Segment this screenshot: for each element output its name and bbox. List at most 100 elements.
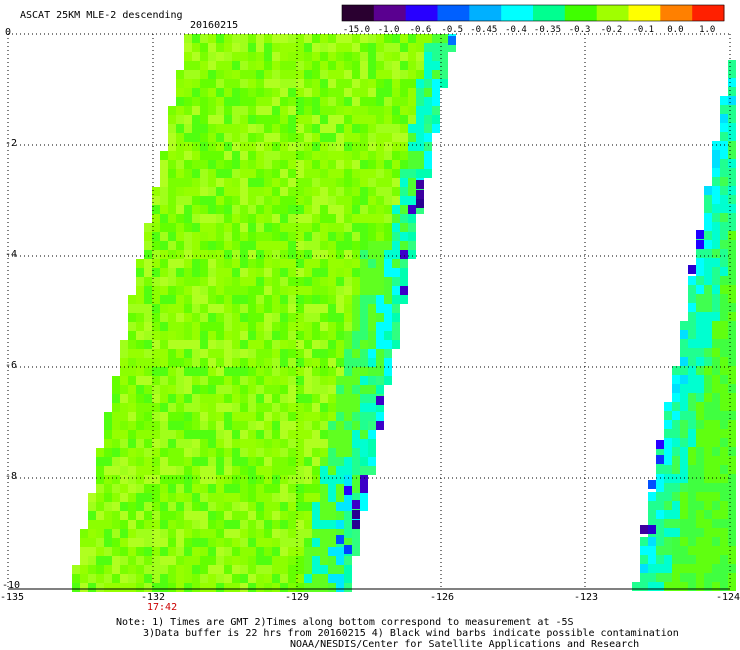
- swath-cell: [448, 43, 456, 52]
- swath-cell: [360, 232, 368, 241]
- swath-cell: [728, 393, 736, 402]
- colorbar-segment: [342, 5, 375, 21]
- swath-cell: [328, 583, 336, 592]
- swath-cell: [192, 547, 200, 556]
- swath-cell: [704, 447, 712, 456]
- colorbar-segment: [501, 5, 534, 21]
- swath-cell: [728, 456, 736, 465]
- swath-cell: [288, 376, 296, 385]
- swath-cell: [360, 259, 368, 268]
- swath-cell: [344, 268, 352, 277]
- swath-cell: [272, 394, 280, 403]
- swath-cell: [152, 286, 160, 295]
- swath-cell: [376, 349, 384, 358]
- swath-cell: [232, 88, 240, 97]
- swath-cell: [264, 493, 272, 502]
- swath-cell: [200, 250, 208, 259]
- swath-cell: [336, 241, 344, 250]
- swath-cell: [288, 502, 296, 511]
- swath-cell: [168, 502, 176, 511]
- swath-cell: [656, 582, 664, 591]
- swath-cell: [696, 375, 704, 384]
- swath-cell: [216, 358, 224, 367]
- swath-cell: [120, 520, 128, 529]
- swath-cell: [712, 537, 720, 546]
- swath-cell: [360, 367, 368, 376]
- swath-cell: [360, 403, 368, 412]
- swath-cell: [208, 520, 216, 529]
- swath-cell: [712, 582, 720, 591]
- swath-cell: [168, 106, 176, 115]
- swath-cell: [112, 529, 120, 538]
- swath-cell: [376, 115, 384, 124]
- swath-cell: [280, 349, 288, 358]
- swath-cell: [240, 376, 248, 385]
- swath-cell: [336, 493, 344, 502]
- swath-cell: [352, 538, 360, 547]
- swath-cell: [184, 475, 192, 484]
- swath-cell: [288, 574, 296, 583]
- swath-cell: [296, 277, 304, 286]
- x-tick-label: -135: [0, 592, 25, 603]
- swath-cell: [392, 61, 400, 70]
- swath-cell: [256, 223, 264, 232]
- swath-cell: [336, 358, 344, 367]
- swath-cell: [328, 511, 336, 520]
- swath-cell: [392, 178, 400, 187]
- swath-cell: [120, 538, 128, 547]
- swath-cell: [216, 187, 224, 196]
- swath-cell: [144, 385, 152, 394]
- swath-cell: [208, 448, 216, 457]
- swath-cell: [728, 366, 736, 375]
- swath-cell: [144, 304, 152, 313]
- swath-cell: [208, 52, 216, 61]
- swath-cell: [344, 124, 352, 133]
- swath-cell: [152, 295, 160, 304]
- swath-cell: [720, 429, 728, 438]
- swath-cell: [424, 70, 432, 79]
- swath-cell: [672, 429, 680, 438]
- swath-cell: [288, 529, 296, 538]
- swath-cell: [328, 196, 336, 205]
- swath-cell: [696, 573, 704, 582]
- swath-cell: [384, 376, 392, 385]
- swath-cell: [328, 385, 336, 394]
- swath-cell: [200, 142, 208, 151]
- swath-cell: [160, 313, 168, 322]
- swath-cell: [288, 511, 296, 520]
- swath-cell: [240, 430, 248, 439]
- swath-cell: [168, 268, 176, 277]
- swath-cell: [344, 556, 352, 565]
- swath-cell: [712, 519, 720, 528]
- swath-cell: [440, 43, 448, 52]
- swath-cell: [280, 439, 288, 448]
- swath-cell: [120, 430, 128, 439]
- swath-cell: [208, 268, 216, 277]
- swath-cell: [272, 529, 280, 538]
- swath-cell: [264, 178, 272, 187]
- swath-cell: [384, 187, 392, 196]
- swath-cell: [664, 483, 672, 492]
- swath-cell: [272, 484, 280, 493]
- swath-cell: [128, 313, 136, 322]
- swath-cell: [256, 439, 264, 448]
- swath-cell: [152, 565, 160, 574]
- swath-cell: [384, 322, 392, 331]
- swath-cell: [144, 403, 152, 412]
- swath-cell: [408, 79, 416, 88]
- swath-cell: [688, 564, 696, 573]
- swath-cell: [384, 331, 392, 340]
- swath-cell: [288, 268, 296, 277]
- swath-cell: [368, 61, 376, 70]
- swath-cell: [248, 250, 256, 259]
- swath-cell: [248, 97, 256, 106]
- swath-cell: [640, 582, 648, 591]
- swath-cell: [272, 421, 280, 430]
- swath-cell: [336, 322, 344, 331]
- swath-cell: [216, 421, 224, 430]
- swath-cell: [96, 547, 104, 556]
- swath-cell: [712, 348, 720, 357]
- swath-cell: [208, 241, 216, 250]
- swath-cell: [232, 250, 240, 259]
- swath-cell: [184, 52, 192, 61]
